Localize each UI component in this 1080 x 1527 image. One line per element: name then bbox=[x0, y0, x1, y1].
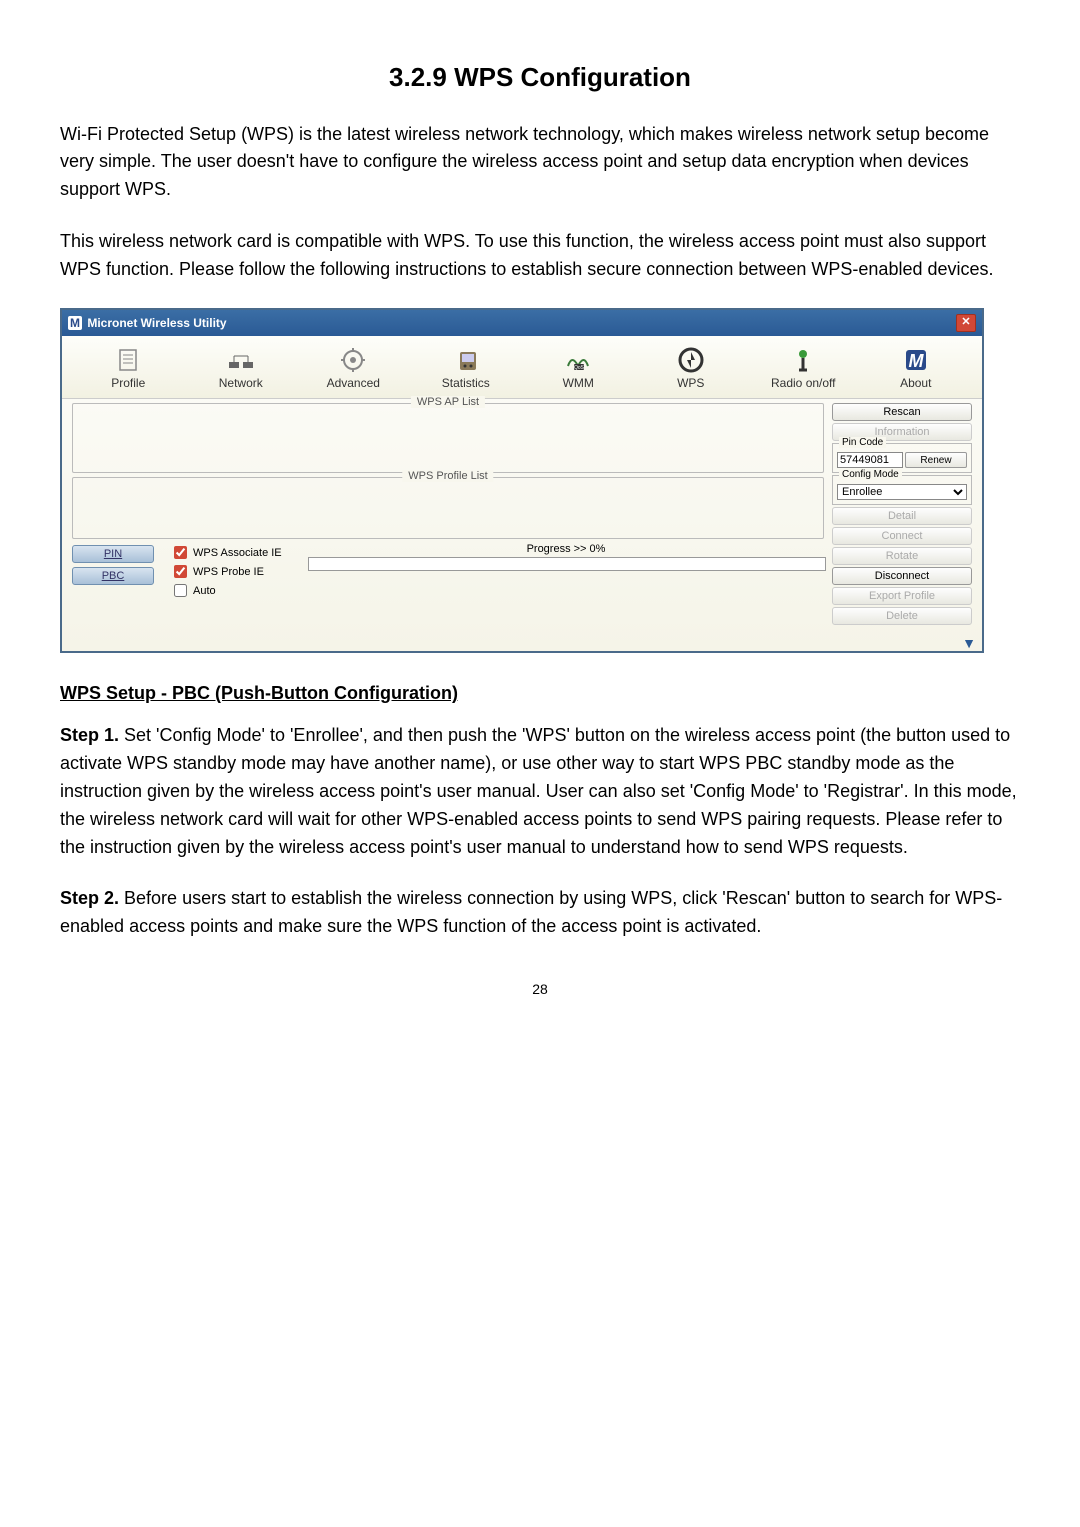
wps-profile-list: WPS Profile List bbox=[72, 477, 824, 539]
toolbar-radio[interactable]: Radio on/off bbox=[747, 342, 860, 392]
toolbar-about[interactable]: M About bbox=[860, 342, 973, 392]
wps-probe-checkbox[interactable]: WPS Probe IE bbox=[170, 562, 300, 581]
window-title-text: Micronet Wireless Utility bbox=[87, 316, 226, 330]
step-1-label: Step 1. bbox=[60, 725, 119, 745]
wps-associate-label: WPS Associate IE bbox=[193, 547, 282, 559]
toolbar-advanced[interactable]: Advanced bbox=[297, 342, 410, 392]
window-logo-icon: M bbox=[68, 316, 82, 330]
toolbar-advanced-label: Advanced bbox=[301, 376, 406, 390]
wps-profile-list-label: WPS Profile List bbox=[402, 470, 493, 482]
svg-text:QoS: QoS bbox=[574, 365, 585, 371]
pbc-button[interactable]: PBC bbox=[72, 567, 154, 585]
left-panel: WPS AP List WPS Profile List PIN PBC WPS… bbox=[72, 403, 824, 627]
statistics-icon bbox=[414, 344, 519, 376]
about-icon: M bbox=[864, 344, 969, 376]
wps-icon bbox=[639, 344, 744, 376]
connect-button[interactable]: Connect bbox=[832, 527, 972, 545]
toolbar-wps-label: WPS bbox=[639, 376, 744, 390]
toolbar: Profile Network Advanced Statistics QoS … bbox=[62, 336, 982, 399]
toolbar-statistics-label: Statistics bbox=[414, 376, 519, 390]
exportprofile-button[interactable]: Export Profile bbox=[832, 587, 972, 605]
toolbar-network[interactable]: Network bbox=[185, 342, 298, 392]
step-2: Step 2. Before users start to establish … bbox=[60, 885, 1020, 941]
rotate-button[interactable]: Rotate bbox=[832, 547, 972, 565]
wps-probe-label: WPS Probe IE bbox=[193, 566, 264, 578]
auto-label: Auto bbox=[193, 585, 216, 597]
progress-label: Progress >> 0% bbox=[308, 543, 824, 555]
right-panel: Rescan Information Pin Code Renew Config… bbox=[832, 403, 972, 627]
wmm-icon: QoS bbox=[526, 344, 631, 376]
configmode-label: Config Mode bbox=[839, 469, 902, 480]
step-2-label: Step 2. bbox=[60, 888, 119, 908]
toolbar-wps[interactable]: WPS bbox=[635, 342, 748, 392]
expand-arrow-icon[interactable]: ▼ bbox=[62, 635, 982, 651]
wps-ap-list: WPS AP List bbox=[72, 403, 824, 473]
radio-icon bbox=[751, 344, 856, 376]
disconnect-button[interactable]: Disconnect bbox=[832, 567, 972, 585]
configmode-fieldset: Config Mode Enrollee bbox=[832, 475, 972, 505]
auto-checkbox[interactable]: Auto bbox=[170, 581, 300, 600]
profile-icon bbox=[76, 344, 181, 376]
section-title: 3.2.9 WPS Configuration bbox=[60, 62, 1020, 93]
rescan-button[interactable]: Rescan bbox=[832, 403, 972, 421]
network-icon bbox=[189, 344, 294, 376]
toolbar-profile[interactable]: Profile bbox=[72, 342, 185, 392]
toolbar-about-label: About bbox=[864, 376, 969, 390]
toolbar-network-label: Network bbox=[189, 376, 294, 390]
toolbar-radio-label: Radio on/off bbox=[751, 376, 856, 390]
app-window: M Micronet Wireless Utility ✕ Profile Ne… bbox=[60, 308, 984, 653]
pincode-input[interactable] bbox=[837, 452, 903, 468]
window-titlebar: M Micronet Wireless Utility ✕ bbox=[62, 310, 982, 336]
svg-text:M: M bbox=[908, 351, 924, 371]
advanced-icon bbox=[301, 344, 406, 376]
wps-associate-checkbox[interactable]: WPS Associate IE bbox=[170, 543, 300, 562]
detail-button[interactable]: Detail bbox=[832, 507, 972, 525]
delete-button[interactable]: Delete bbox=[832, 607, 972, 625]
pin-button[interactable]: PIN bbox=[72, 545, 154, 563]
step-1: Step 1. Set 'Config Mode' to 'Enrollee',… bbox=[60, 722, 1020, 861]
toolbar-wmm-label: WMM bbox=[526, 376, 631, 390]
close-button[interactable]: ✕ bbox=[956, 314, 976, 332]
progress-bar bbox=[308, 557, 826, 571]
toolbar-statistics[interactable]: Statistics bbox=[410, 342, 523, 392]
step-2-text: Before users start to establish the wire… bbox=[60, 888, 1002, 936]
renew-button[interactable]: Renew bbox=[905, 452, 967, 468]
configmode-select[interactable]: Enrollee bbox=[837, 484, 967, 500]
pincode-label: Pin Code bbox=[839, 437, 886, 448]
paragraph-1: Wi-Fi Protected Setup (WPS) is the lates… bbox=[60, 121, 1020, 205]
window-title: M Micronet Wireless Utility bbox=[68, 316, 227, 330]
toolbar-wmm[interactable]: QoS WMM bbox=[522, 342, 635, 392]
wps-ap-list-label: WPS AP List bbox=[411, 396, 485, 408]
subsection-title: WPS Setup - PBC (Push-Button Configurati… bbox=[60, 683, 1020, 704]
content-area: WPS AP List WPS Profile List PIN PBC WPS… bbox=[62, 399, 982, 635]
step-1-text: Set 'Config Mode' to 'Enrollee', and the… bbox=[60, 725, 1017, 857]
paragraph-2: This wireless network card is compatible… bbox=[60, 228, 1020, 284]
page-number: 28 bbox=[60, 981, 1020, 997]
toolbar-profile-label: Profile bbox=[76, 376, 181, 390]
